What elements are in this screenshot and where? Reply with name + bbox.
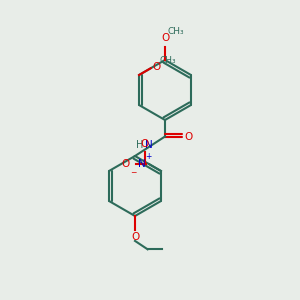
Text: +: + [145,152,152,161]
Text: CH₃: CH₃ [167,27,184,36]
Text: O: O [122,159,130,169]
Text: H: H [136,140,143,150]
Text: −: − [130,168,137,177]
Text: O: O [131,232,139,242]
Text: O: O [152,62,160,72]
Text: N: N [145,140,152,150]
Text: O: O [161,33,169,43]
Text: CH₃: CH₃ [159,56,176,64]
Text: O: O [184,131,192,142]
Text: O: O [141,139,149,148]
Text: N: N [138,159,146,169]
